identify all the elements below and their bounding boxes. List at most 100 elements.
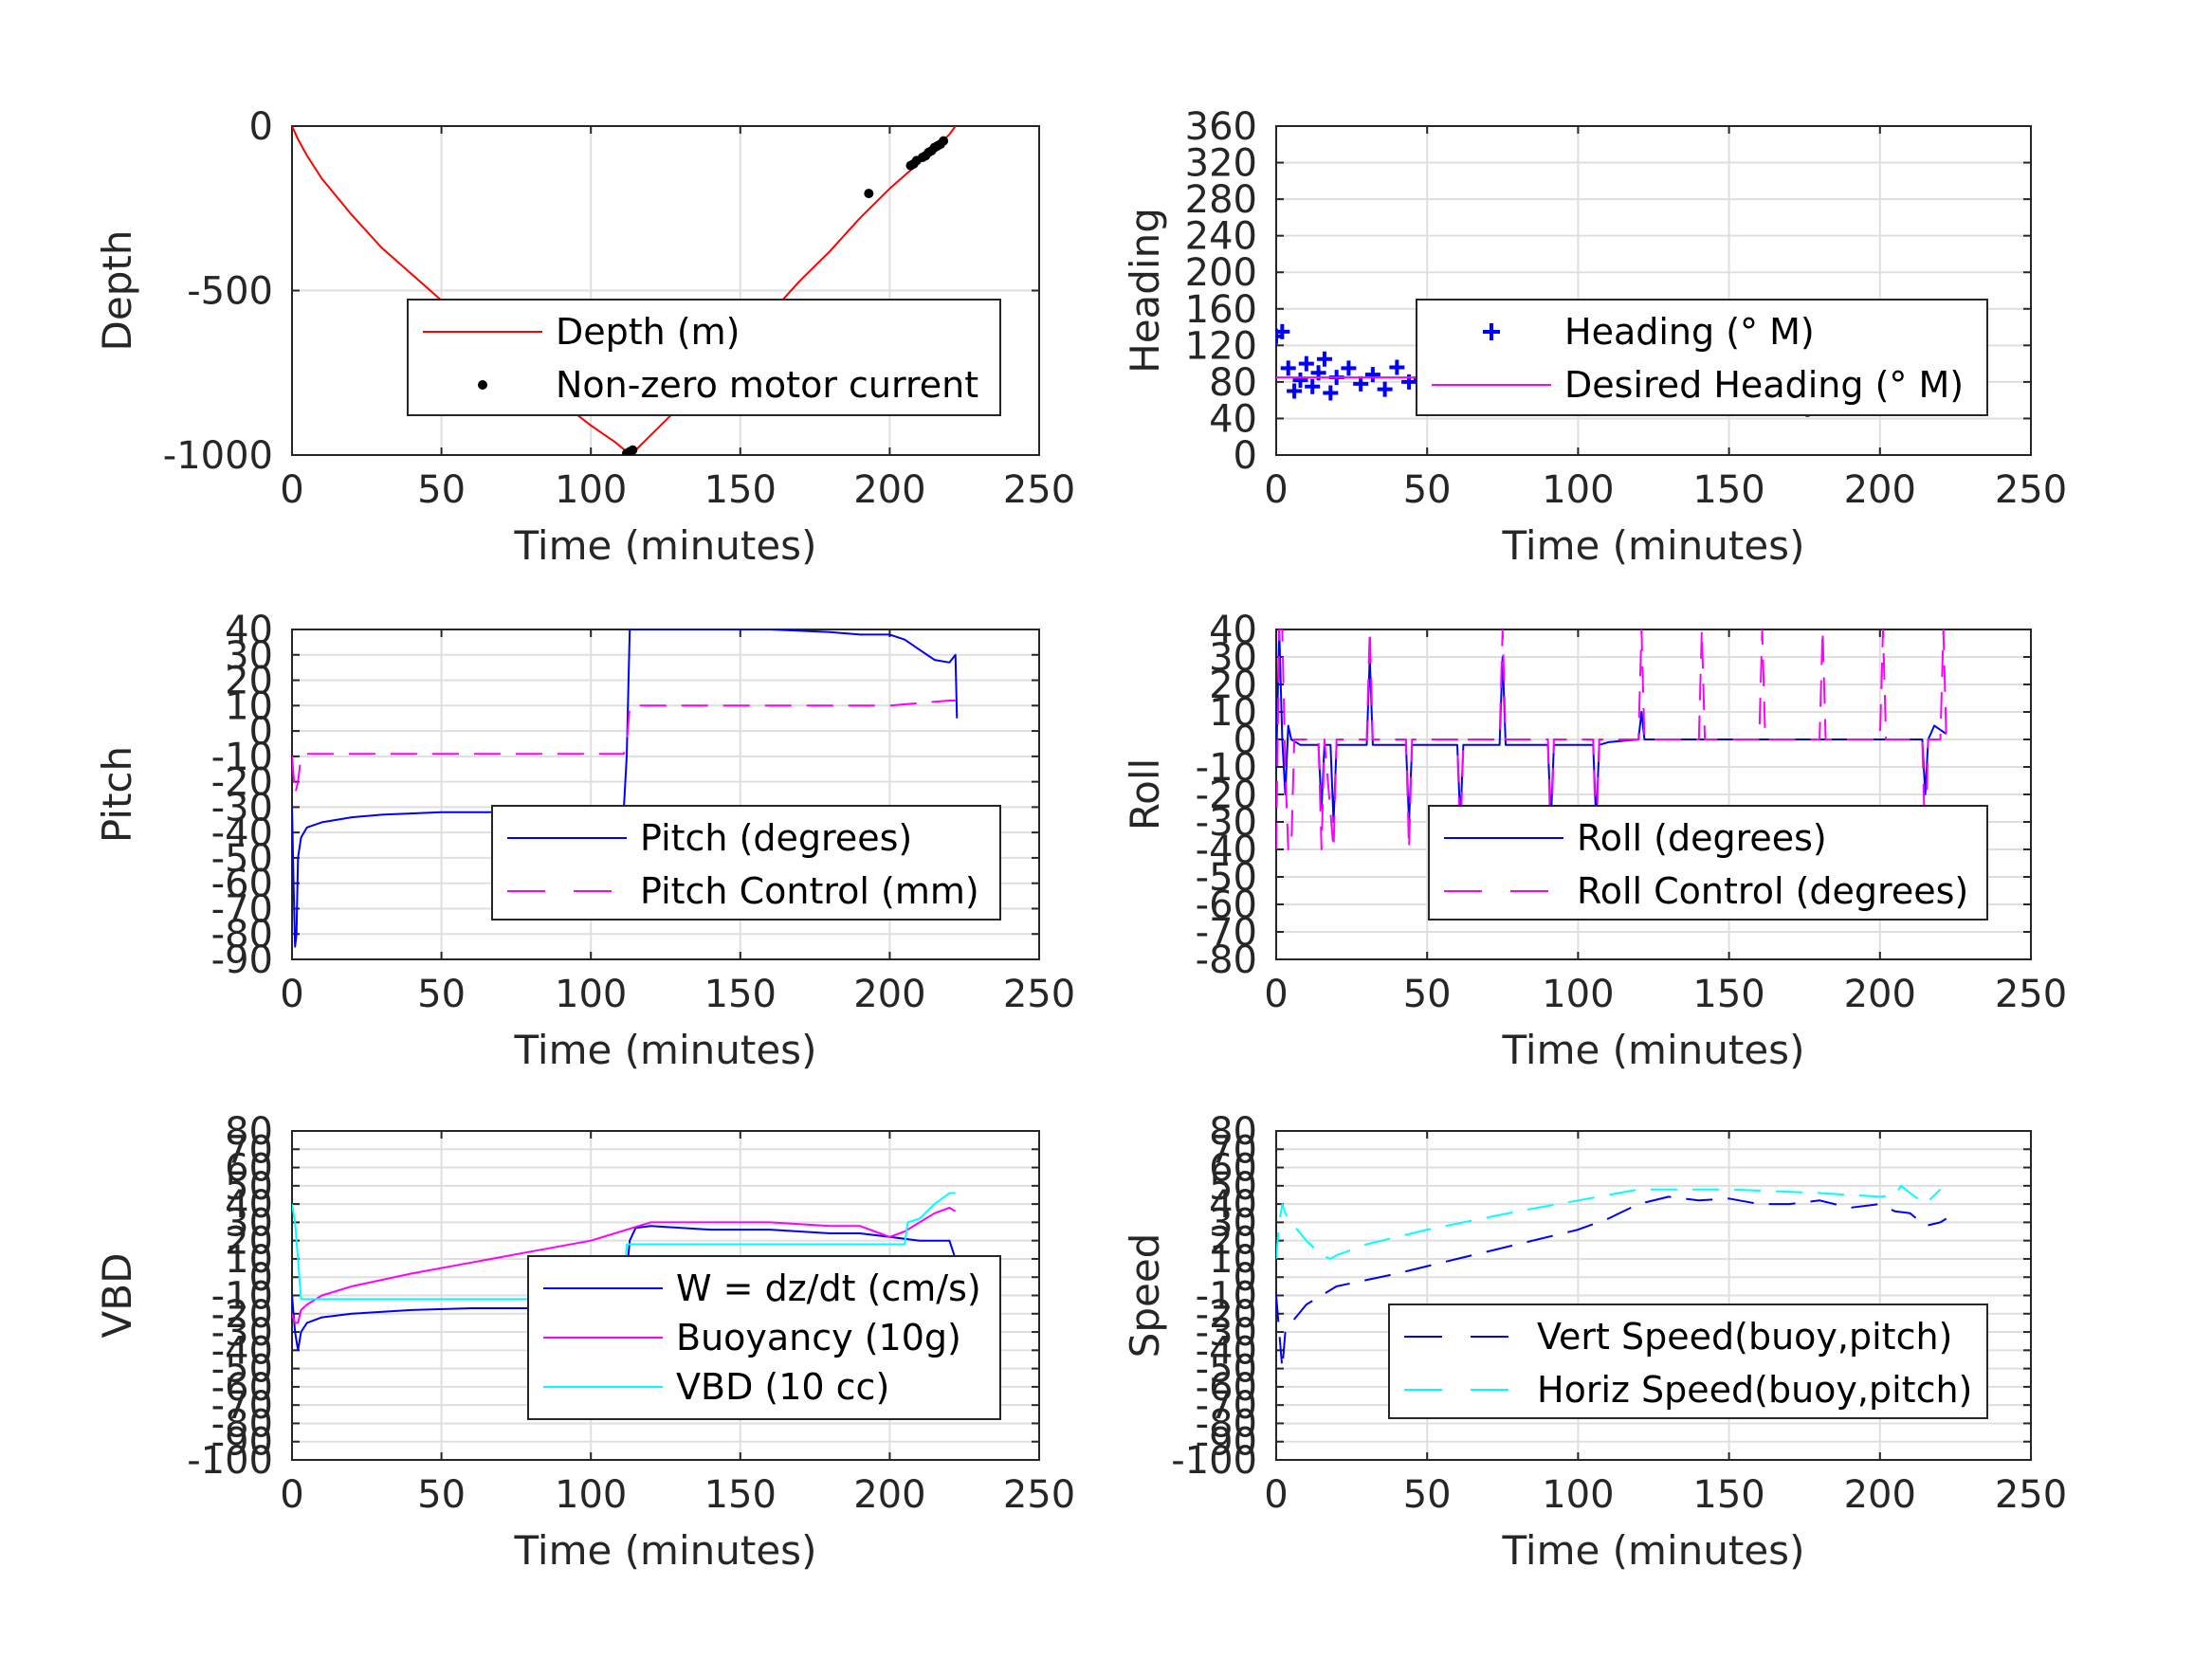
y-tick-label: -40 xyxy=(1196,829,1257,872)
legend-label: VBD (10 cc) xyxy=(676,1366,889,1408)
legend-swatch xyxy=(1483,323,1500,340)
y-tick-label: 120 xyxy=(1185,324,1257,368)
series-line-1 xyxy=(292,700,956,795)
x-tick-label: 200 xyxy=(853,973,925,1016)
y-tick-label: 0 xyxy=(1234,1256,1257,1300)
y-tick-label: -500 xyxy=(187,270,273,314)
data-point xyxy=(1292,372,1308,388)
chart-roll: 0 50 100 150 200 250403020100-10-20-30-40-50-… xyxy=(1122,609,2067,1073)
data-point xyxy=(1298,356,1314,372)
data-point xyxy=(1280,360,1296,376)
y-tick-label: -80 xyxy=(211,913,273,957)
x-axis-label: Time (minutes) xyxy=(1502,1027,1805,1073)
y-tick-label: 10 xyxy=(225,1238,273,1282)
chart-depth: 0 50 100 150 200 250 0 -500 -1000 Time (minutes) D… xyxy=(94,105,1075,569)
data-point xyxy=(1364,367,1380,383)
y-tick-label: 40 xyxy=(225,1183,273,1227)
series-line-0 xyxy=(1276,1195,1947,1370)
y-tick-label: 20 xyxy=(1209,1220,1257,1264)
legend: Pitch (degrees) Pitch Control (mm) xyxy=(491,805,1001,921)
y-tick-label: -90 xyxy=(211,939,273,982)
y-tick-label: -50 xyxy=(211,1348,273,1392)
y-axis-label: Pitch xyxy=(94,746,140,843)
x-tick-label: 150 xyxy=(1692,973,1764,1016)
chart-vbd: 0 50 100 150 200 25080706050403020100-10-20-3… xyxy=(94,1110,1075,1574)
legend-label: Heading (° M) xyxy=(1564,311,1815,353)
data-layer xyxy=(1276,1184,1947,1370)
x-tick-label: 0 xyxy=(1264,1473,1288,1517)
x-tick-label: 150 xyxy=(704,1473,777,1517)
y-tick-label: 80 xyxy=(1209,1110,1257,1154)
y-tick-label: 10 xyxy=(1209,1238,1257,1282)
y-tick-label: 40 xyxy=(1209,609,1257,652)
series-line-1 xyxy=(292,1207,957,1324)
x-tick-label: 50 xyxy=(1403,468,1452,512)
chart-pitch: 0 50 100 150 200 250403020100-10-20-30-40-50-… xyxy=(94,609,1075,1073)
y-tick-label: -40 xyxy=(211,1329,273,1373)
y-tick-label: 40 xyxy=(1209,397,1257,441)
y-tick-label: 60 xyxy=(225,1147,273,1191)
y-tick-label: -30 xyxy=(1196,801,1257,845)
x-tick-label: 250 xyxy=(1003,1473,1075,1517)
legend-label: Depth (m) xyxy=(556,311,740,353)
legend: Heading (° M) Desired Heading (° M) xyxy=(1416,299,1988,416)
x-tick-label: 250 xyxy=(1995,973,2067,1016)
y-tick-label: 360 xyxy=(1185,105,1257,149)
y-tick-label: -30 xyxy=(1196,1311,1257,1355)
y-tick-label: 200 xyxy=(1185,251,1257,295)
legend-swatch xyxy=(478,380,487,390)
x-tick-label: 100 xyxy=(1542,973,1614,1016)
legend-box xyxy=(1388,1304,1988,1419)
x-axis-label: Time (minutes) xyxy=(514,1527,817,1574)
legend: Depth (m) Non-zero motor current xyxy=(407,299,1001,416)
axes-box xyxy=(1275,125,2032,456)
data-point xyxy=(1276,323,1290,339)
y-axis-label: Speed xyxy=(1122,1233,1168,1358)
legend: Roll (degrees) Roll Control (degrees) xyxy=(1428,805,1988,921)
data-point xyxy=(1377,381,1393,397)
x-tick-label: 200 xyxy=(853,468,925,512)
y-tick-label: 10 xyxy=(1209,691,1257,735)
series-line-1 xyxy=(1276,629,1947,850)
legend-box xyxy=(1428,805,1988,921)
x-tick-label: 100 xyxy=(1542,1473,1614,1517)
legend-box xyxy=(407,299,1001,416)
data-layer xyxy=(1276,629,1947,850)
y-tick-label: -90 xyxy=(1196,1421,1257,1465)
y-tick-label: 40 xyxy=(1209,1183,1257,1227)
y-tick-label: -70 xyxy=(211,887,273,931)
y-tick-label: -50 xyxy=(1196,1348,1257,1392)
x-tick-label: 150 xyxy=(704,468,777,512)
y-tick-label: 20 xyxy=(1209,664,1257,707)
legend-label: Buoyancy (10g) xyxy=(676,1317,961,1358)
legend: W = dz/dt (cm/s) Buoyancy (10g) VBD (10 cc… xyxy=(527,1255,1001,1420)
y-tick-label: -1000 xyxy=(163,434,273,478)
y-tick-label: -60 xyxy=(211,863,273,906)
legend-label: Horiz Speed(buoy,pitch) xyxy=(1537,1369,1972,1411)
y-tick-label: -10 xyxy=(1196,746,1257,790)
chart-heading: 0 50 100 150 200 2500408012016020024028032036… xyxy=(1122,105,2067,569)
data-point xyxy=(1389,359,1405,375)
y-tick-label: -50 xyxy=(211,837,273,881)
x-tick-label: 0 xyxy=(1264,468,1288,512)
y-tick-label: 80 xyxy=(1209,361,1257,405)
data-point xyxy=(1287,383,1303,399)
y-tick-label: -90 xyxy=(211,1421,273,1465)
y-tick-label: -100 xyxy=(187,1439,273,1483)
y-tick-label: 60 xyxy=(1209,1147,1257,1191)
y-tick-label: -60 xyxy=(1196,884,1257,927)
y-tick-label: -20 xyxy=(1196,774,1257,817)
y-tick-label: -70 xyxy=(211,1384,273,1428)
y-tick-label: 50 xyxy=(1209,1165,1257,1209)
data-point xyxy=(864,189,874,199)
legend-label: Non-zero motor current xyxy=(556,364,978,406)
x-tick-label: 0 xyxy=(280,468,303,512)
y-tick-label: 50 xyxy=(225,1165,273,1209)
legend-box xyxy=(1416,299,1988,416)
y-tick-label: 20 xyxy=(225,1220,273,1264)
y-tick-label: 70 xyxy=(1209,1128,1257,1172)
x-tick-label: 0 xyxy=(1264,973,1288,1016)
y-tick-label: -100 xyxy=(1171,1439,1257,1483)
y-tick-label: -70 xyxy=(1196,1384,1257,1428)
y-tick-label: 70 xyxy=(225,1128,273,1172)
